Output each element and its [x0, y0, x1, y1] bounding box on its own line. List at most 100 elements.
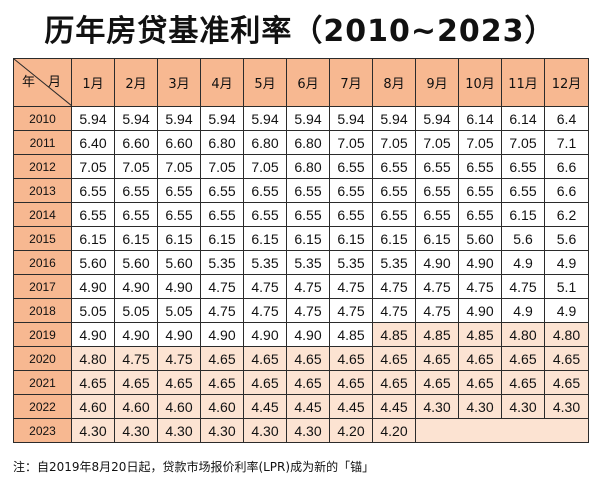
- rate-cell: 4.90: [458, 250, 502, 275]
- rate-cell: 6.55: [286, 178, 330, 203]
- rate-cell: 4.65: [329, 346, 373, 371]
- rate-cell: 6.55: [329, 178, 373, 203]
- rate-cell: 4.90: [114, 322, 158, 347]
- rate-cell: 6.15: [329, 226, 373, 251]
- column-header: 5月: [243, 58, 287, 107]
- rate-cell: 7.05: [243, 154, 287, 179]
- rate-cell: 6.6: [544, 154, 589, 179]
- table-row: 2022 4.60 4.60 4.60 4.60 4.45 4.45 4.45 4.45 4.30…: [13, 394, 589, 419]
- corner-col-label: 月: [48, 75, 62, 90]
- rate-cell: 6.14: [458, 106, 502, 131]
- rate-cell: 6.4: [544, 106, 589, 131]
- rate-cell: 6.55: [415, 154, 459, 179]
- rate-cell: 7.05: [157, 154, 201, 179]
- rate-cell: 6.15: [372, 226, 416, 251]
- year-cell: 2021: [13, 370, 72, 395]
- column-header: 3月: [157, 58, 201, 107]
- rate-cell: 5.35: [329, 250, 373, 275]
- rate-cell: 6.80: [286, 154, 330, 179]
- rate-cell: 4.30: [501, 394, 545, 419]
- rate-cell: 6.80: [200, 130, 244, 155]
- rate-cell: 5.94: [329, 106, 373, 131]
- rate-cell: 4.75: [200, 274, 244, 299]
- rate-cell: 5.1: [544, 274, 589, 299]
- rate-cell: 4.85: [415, 322, 459, 347]
- column-header: 6月: [286, 58, 330, 107]
- rate-cell: 4.45: [286, 394, 330, 419]
- rate-cell: 6.55: [114, 202, 158, 227]
- rate-cell: 4.75: [372, 298, 416, 323]
- rate-cell: 6.55: [157, 202, 201, 227]
- rate-cell: 6.55: [329, 202, 373, 227]
- rate-cell: 6.80: [243, 130, 287, 155]
- rate-cell: 4.30: [286, 418, 330, 443]
- rate-cell: 4.65: [372, 370, 416, 395]
- rate-cell: 4.60: [114, 394, 158, 419]
- rate-cell: 4.90: [200, 322, 244, 347]
- page-title: 历年房贷基准利率（2010~2023）: [44, 14, 556, 49]
- rate-cell: 4.75: [286, 274, 330, 299]
- rate-cell: 5.6: [501, 226, 545, 251]
- rate-cell: 6.55: [71, 202, 115, 227]
- rate-cell: 7.05: [458, 130, 502, 155]
- rate-cell: 4.30: [544, 394, 589, 419]
- rate-cell: 6.15: [415, 226, 459, 251]
- rate-cell: 4.75: [329, 298, 373, 323]
- rate-cell: 5.94: [372, 106, 416, 131]
- column-header: 8月: [372, 58, 416, 107]
- year-cell: 2015: [13, 226, 72, 251]
- rate-cell: 6.55: [372, 202, 416, 227]
- table-row: 2018 5.05 5.05 5.05 4.75 4.75 4.75 4.75 4.75 4.75…: [13, 298, 589, 323]
- rate-cell: 4.90: [458, 298, 502, 323]
- rate-cell: 4.65: [243, 346, 287, 371]
- rate-cell: 6.55: [501, 178, 545, 203]
- rate-cell: 4.90: [157, 274, 201, 299]
- rate-cell: 5.35: [200, 250, 244, 275]
- rate-cell: 4.65: [157, 370, 201, 395]
- rate-cell: 5.6: [544, 226, 589, 251]
- rate-cell: 7.05: [415, 130, 459, 155]
- rate-cell: 4.65: [200, 370, 244, 395]
- rate-cell: 5.94: [114, 106, 158, 131]
- column-header: 12月: [544, 58, 589, 107]
- rate-cell: 4.30: [243, 418, 287, 443]
- footnote: 注：自2019年8月20日起，贷款市场报价利率(LPR)成为新的「锚」: [13, 460, 375, 474]
- table-row: 2014 6.55 6.55 6.55 6.55 6.55 6.55 6.55 6.55 6.55…: [13, 202, 589, 227]
- year-cell: 2018: [13, 298, 72, 323]
- rate-cell: 4.65: [501, 370, 545, 395]
- year-cell: 2012: [13, 154, 72, 179]
- table-row: 2015 6.15 6.15 6.15 6.15 6.15 6.15 6.15 6.15 6.15…: [13, 226, 589, 251]
- corner-row-label: 年: [22, 75, 36, 90]
- rate-cell: 6.55: [372, 178, 416, 203]
- rate-cell: 6.55: [200, 178, 244, 203]
- rate-cell: 6.55: [415, 178, 459, 203]
- table-row: 2020 4.80 4.75 4.75 4.65 4.65 4.65 4.65 4.65 4.65…: [13, 346, 589, 371]
- rate-cell: 7.05: [71, 154, 115, 179]
- column-header: 2月: [114, 58, 158, 107]
- rate-cell: 6.55: [114, 178, 158, 203]
- rate-cell: 4.90: [243, 322, 287, 347]
- rate-cell: 6.55: [200, 202, 244, 227]
- rate-cell: 7.05: [200, 154, 244, 179]
- rate-cell: 6.60: [114, 130, 158, 155]
- rate-cell: 6.55: [501, 154, 545, 179]
- rate-cell: 7.1: [544, 130, 589, 155]
- rate-cell: 6.15: [114, 226, 158, 251]
- rate-cell: 4.45: [329, 394, 373, 419]
- rate-cell: 4.65: [415, 346, 459, 371]
- rate-cell: 4.65: [286, 370, 330, 395]
- rate-cell: 6.55: [458, 154, 502, 179]
- rate-cell: 4.30: [114, 418, 158, 443]
- rate-cell: 4.60: [200, 394, 244, 419]
- column-header: 1月: [71, 58, 115, 107]
- rate-cell: 4.65: [114, 370, 158, 395]
- rate-cell: 6.15: [157, 226, 201, 251]
- rate-cell: 4.85: [372, 322, 416, 347]
- rate-cell: 4.65: [458, 346, 502, 371]
- year-cell: 2013: [13, 178, 72, 203]
- rate-cell: 4.9: [544, 298, 589, 323]
- rate-cell: 4.80: [501, 322, 545, 347]
- year-cell: 2020: [13, 346, 72, 371]
- rate-cell: 4.65: [243, 370, 287, 395]
- header-row: 年 月 1月 2月 3月 4月 5月 6月 7月 8月 9月 10月 11月 12月: [13, 58, 589, 107]
